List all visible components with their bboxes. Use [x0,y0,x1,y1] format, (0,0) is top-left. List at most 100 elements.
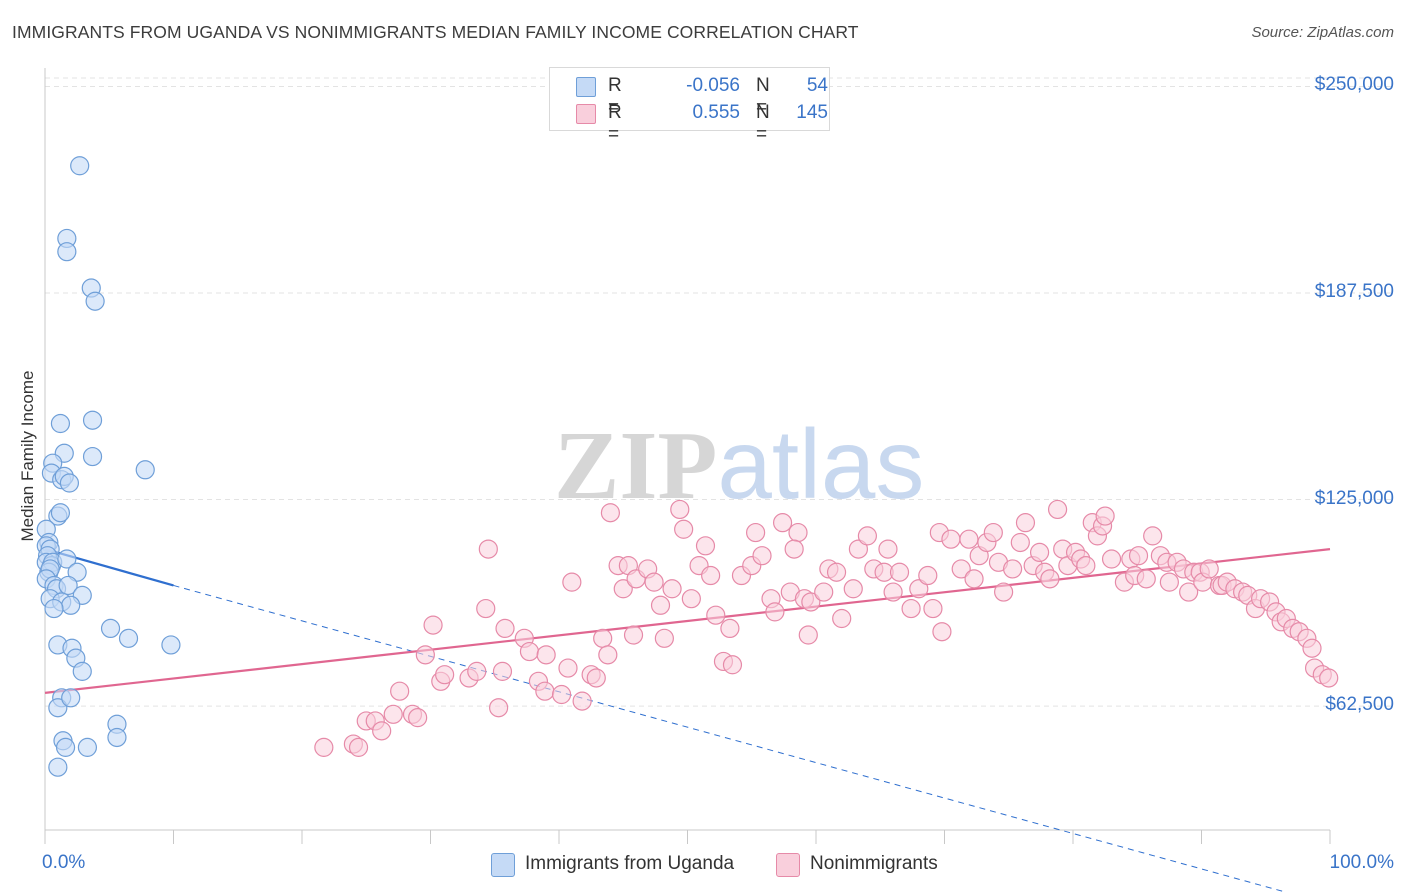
nonimmigrants-point [832,608,852,629]
nonimmigrants-point [348,737,369,757]
nonimmigrants-point [489,698,509,718]
nonimmigrants-point [586,668,606,688]
nonimmigrants-point [674,519,694,539]
x-tick-label-min: 0.0% [42,852,86,873]
uganda-point [55,737,76,757]
legend-label: Nonimmigrants [810,853,938,874]
nonimmigrants-point [435,665,455,685]
nonimmigrants-point [964,569,984,589]
uganda-point [57,242,77,262]
nonimmigrants-point [1040,569,1060,589]
uganda-point [85,291,105,311]
nonimmigrants-point [1179,582,1199,602]
uganda-point [44,598,64,619]
uganda-point [61,595,81,615]
nonimmigrants-point [681,589,701,609]
nonimmigrants-point [558,658,578,678]
nonimmigrants-point [983,522,1003,543]
uganda-point [77,737,98,757]
nonimmigrants-point [551,684,572,705]
nonimmigrants-point [765,602,785,622]
watermark-atlas: atlas [717,409,925,519]
nonimmigrants-point [1047,499,1068,520]
nonimmigrants-point [476,598,496,619]
uganda-point [135,460,155,480]
uganda-point [57,549,77,569]
uganda-point [82,446,103,467]
nonimmigrants-point [857,526,878,546]
nonimmigrants-point [415,645,435,665]
uganda-point [59,473,80,493]
nonimmigrants-point [1159,572,1179,592]
nonimmigrants-point [390,681,410,701]
uganda-point [70,156,90,176]
uganda-swatch [576,77,596,97]
nonimmigrants-point [662,579,682,599]
nonimmigrants-point [826,562,847,582]
uganda-point [107,727,127,748]
nonimmigrants-point [670,499,690,520]
axes [44,68,1331,844]
uganda-point [67,562,87,582]
nonimmigrants-swatch [576,104,596,124]
nonimmigrants-point [878,539,898,559]
nonimmigrants-point [722,655,743,675]
uganda-point [100,618,121,639]
y-tick-label: $250,000 [1314,74,1394,96]
nonimmigrants-point [654,628,674,648]
uganda-point [50,413,71,434]
nonimmigrants-point [519,641,540,662]
nonimmigrants-point [784,539,804,559]
uganda-points [36,156,181,777]
nonimmigrants-point [408,708,428,728]
chart-title: IMMIGRANTS FROM UGANDA VS NONIMMIGRANTS … [12,22,859,42]
nonimmigrants-point [909,579,929,599]
nonimmigrants-point [1319,668,1339,688]
uganda-swatch [491,853,515,877]
nonimmigrants-point [650,595,671,615]
nonimmigrants-point [752,546,772,566]
nonimmigrants-point [623,625,644,645]
nonimmigrants-point [423,615,443,635]
n-value: 54 [806,75,828,96]
nonimmigrants-point [467,661,487,681]
nonimmigrants-point [883,582,903,602]
nonimmigrants-point [1143,526,1163,546]
nonimmigrants-point [932,622,952,642]
nonimmigrants-point [843,579,863,599]
nonimmigrants-point [1136,569,1156,589]
nonimmigrants-point [572,691,592,711]
nonimmigrants-point [918,565,938,586]
nonimmigrants-point [598,645,618,665]
nonimmigrants-point [923,598,943,619]
nonimmigrants-point [644,572,664,592]
nonimmigrants-point [1015,513,1036,533]
uganda-point [58,575,78,596]
uganda-point [48,698,68,718]
nonimmigrants-point [951,559,971,579]
uganda-trend-extension [173,584,1288,892]
nonimmigrants-point [798,625,818,645]
nonimmigrants-point [941,529,961,549]
x-tick-label-max: 100.0% [1329,852,1394,873]
uganda-point [61,688,81,708]
nonimmigrants-point [1199,559,1219,579]
nonimmigrants-point [492,661,513,681]
nonimmigrants-point [706,605,726,625]
y-tick-label: $62,500 [1325,694,1394,716]
r-value: 0.555 [692,102,740,123]
uganda-point [48,757,68,777]
n-label: N = [756,75,770,118]
nonimmigrants-point [536,645,556,665]
watermark: ZIPatlas [554,408,924,522]
nonimmigrants-point [959,529,979,549]
nonimmigrants-swatch [776,853,800,877]
nonimmigrants-point [1095,506,1115,526]
uganda-point [50,503,71,523]
uganda-point [161,635,181,655]
nonimmigrants-point [1029,542,1050,563]
legend-label: Immigrants from Uganda [525,853,735,874]
uganda-point [118,628,139,648]
nonimmigrants-point [478,539,498,559]
r-label: R = [608,102,622,145]
